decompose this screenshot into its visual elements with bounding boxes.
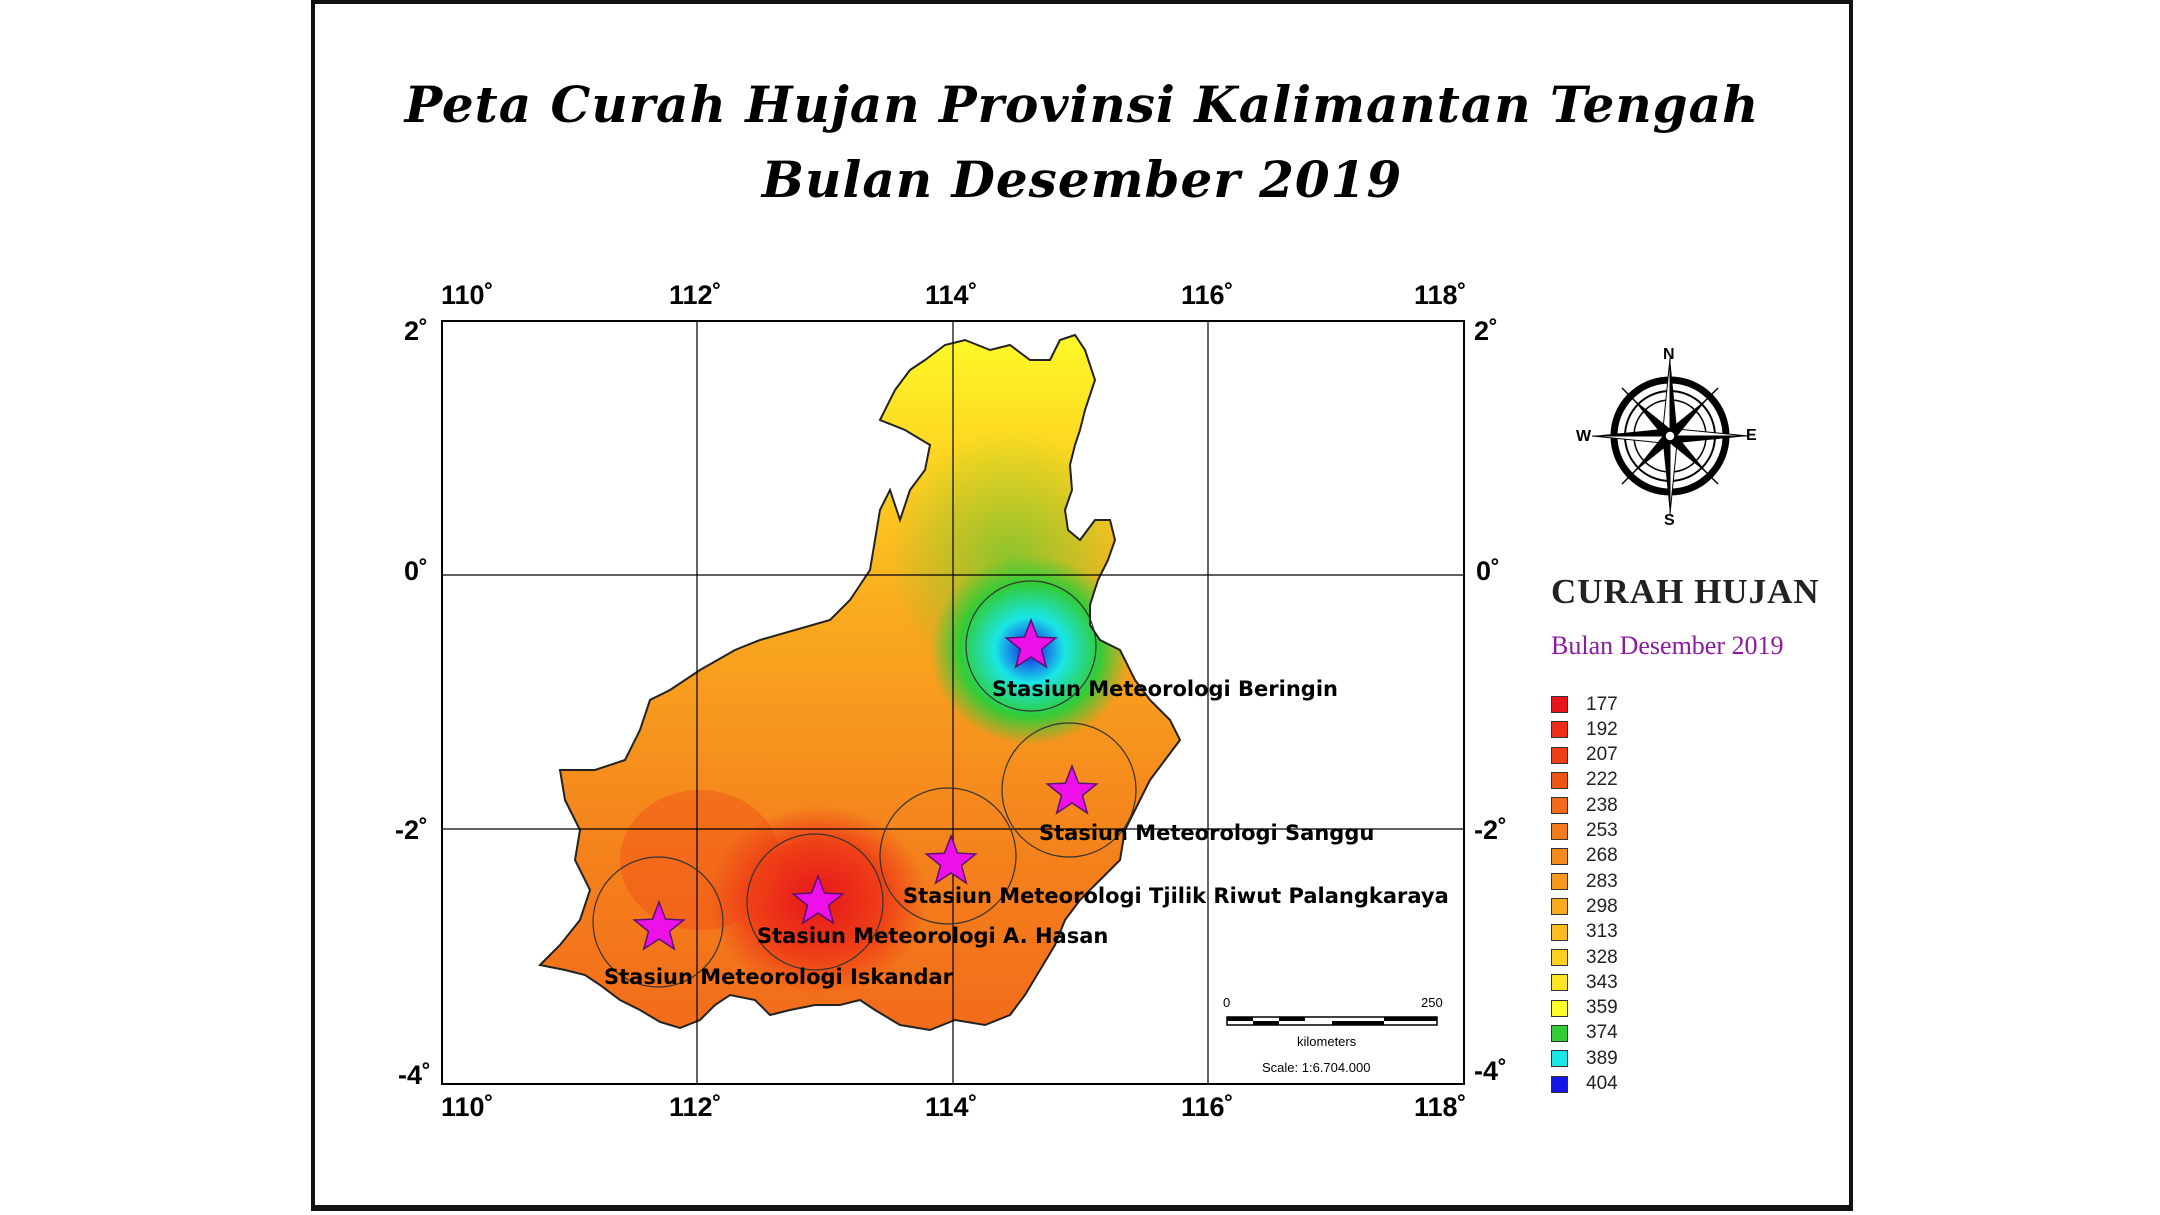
legend-value: 238 (1586, 794, 1618, 816)
legend-swatch (1551, 949, 1568, 966)
legend-value: 359 (1586, 997, 1618, 1019)
legend-item: 374 (1551, 1021, 1618, 1046)
lon-label-top-110: 110˚ (441, 280, 494, 310)
legend-swatch (1551, 847, 1568, 865)
scale-end-label: 250 (1421, 995, 1443, 1010)
legend-swatch (1551, 873, 1568, 891)
legend-value: 207 (1586, 744, 1618, 766)
compass-north-label: N (1663, 346, 1675, 363)
legend-value: 343 (1586, 971, 1618, 993)
legend-swatch (1551, 923, 1568, 941)
legend-value: 298 (1586, 895, 1618, 917)
lat-label-right-neg4: -4˚ (1474, 1056, 1507, 1086)
legend-swatch (1551, 1075, 1568, 1093)
station-star-icon (1004, 617, 1058, 669)
legend-item: 359 (1551, 996, 1618, 1021)
lat-label-right-neg2: -2˚ (1474, 815, 1507, 845)
legend-value: 283 (1586, 870, 1618, 892)
legend-swatch (1551, 1024, 1568, 1042)
legend-value: 313 (1586, 921, 1618, 943)
compass-east-label: E (1746, 427, 1757, 444)
legend-swatch (1551, 771, 1568, 789)
station-label-beringin: Stasiun Meteorologi Beringin (992, 677, 1338, 701)
station-markers (632, 617, 1099, 951)
lon-label-bottom-110: 110˚ (441, 1092, 494, 1122)
lat-label-left-neg4: -4˚ (398, 1060, 431, 1090)
legend-item: 268 (1551, 844, 1618, 869)
legend-value: 404 (1586, 1073, 1618, 1094)
legend-swatch (1551, 1050, 1568, 1068)
legend-item: 343 (1551, 970, 1618, 995)
scale-ratio-label: Scale: 1:6.704.000 (1262, 1060, 1371, 1075)
lat-label-left-2: 2˚ (404, 316, 429, 346)
lon-label-top-118: 118˚ (1414, 280, 1467, 310)
lon-label-top-114: 114˚ (925, 280, 978, 310)
station-buffers (592, 580, 1137, 988)
lat-label-left-neg2: -2˚ (395, 815, 428, 845)
legend-swatch (1551, 974, 1568, 992)
lat-label-left-0: 0˚ (404, 556, 429, 586)
legend-title: CURAH HUJAN (1551, 572, 1820, 611)
lon-label-bottom-116: 116˚ (1181, 1092, 1234, 1122)
legend-item: 298 (1551, 894, 1618, 919)
legend-swatch (1551, 746, 1568, 764)
legend-swatch (1551, 721, 1568, 739)
lon-label-bottom-114: 114˚ (925, 1092, 978, 1122)
legend-value: 222 (1586, 769, 1618, 791)
legend-value: 328 (1586, 946, 1618, 968)
legend-item: 328 (1551, 945, 1618, 970)
legend-item: 177 (1551, 692, 1618, 717)
compass-south-label: S (1664, 512, 1675, 529)
legend-swatch (1551, 696, 1568, 713)
compass-west-label: W (1576, 428, 1592, 445)
legend-value: 177 (1586, 693, 1618, 715)
legend-swatch (1551, 898, 1568, 916)
scale-bar (1226, 1016, 1438, 1026)
lon-label-top-116: 116˚ (1181, 280, 1234, 310)
legend-value: 389 (1586, 1047, 1618, 1069)
legend-item: 404 (1551, 1072, 1618, 1097)
station-star-icon (632, 899, 686, 951)
station-label-a-hasan: Stasiun Meteorologi A. Hasan (757, 924, 1109, 948)
lon-label-top-112: 112˚ (669, 280, 722, 310)
legend-value: 253 (1586, 820, 1618, 841)
legend-item: 207 (1551, 743, 1618, 768)
compass-rose-icon (1591, 357, 1749, 515)
station-label-tjilik-riwut: Stasiun Meteorologi Tjilik Riwut Palangk… (903, 884, 1449, 908)
legend-value: 374 (1586, 1022, 1618, 1044)
legend-value: 268 (1586, 845, 1618, 867)
station-label-iskandar: Stasiun Meteorologi Iskandar (604, 965, 954, 989)
legend-swatch (1551, 797, 1568, 815)
station-star-icon (791, 873, 845, 925)
legend-subtitle: Bulan Desember 2019 (1551, 631, 1784, 660)
legend-item: 238 (1551, 793, 1618, 818)
legend-item: 192 (1551, 717, 1618, 742)
legend-item: 389 (1551, 1046, 1618, 1071)
scale-start-label: 0 (1223, 995, 1231, 1010)
legend-item: 283 (1551, 869, 1618, 894)
legend-item: 313 (1551, 920, 1618, 945)
legend-swatch (1551, 822, 1568, 840)
map-graticule (442, 321, 1464, 1084)
map-title-line1: Peta Curah Hujan Provinsi Kalimantan Ten… (404, 75, 1760, 134)
lon-label-bottom-118: 118˚ (1414, 1092, 1467, 1122)
station-star-icon (924, 833, 978, 885)
lat-label-right-2: 2˚ (1474, 316, 1499, 346)
map-title-line2: Bulan Desember 2019 (761, 150, 1403, 209)
station-star-icon (1045, 763, 1099, 815)
legend-item: 222 (1551, 768, 1618, 793)
station-label-sanggu: Stasiun Meteorologi Sanggu (1039, 821, 1375, 845)
legend-item: 253 (1551, 819, 1618, 844)
legend-value: 192 (1586, 718, 1618, 740)
legend-swatch (1551, 999, 1568, 1017)
lat-label-right-0: 0˚ (1476, 556, 1501, 586)
lon-label-bottom-112: 112˚ (669, 1092, 722, 1122)
scale-unit-label: kilometers (1297, 1034, 1357, 1049)
